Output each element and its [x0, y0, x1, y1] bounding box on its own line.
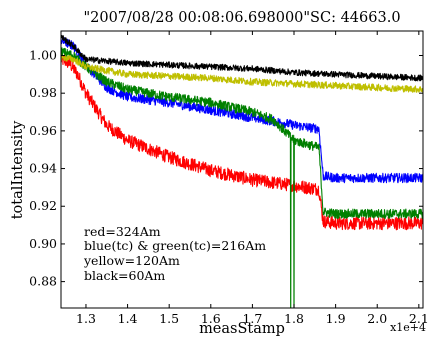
annotation-red: red=324Am: [84, 224, 161, 239]
x-axis-label: measStamp: [199, 321, 285, 337]
y-tick-label: 0.90: [29, 236, 57, 251]
y-tick-label: 0.94: [29, 161, 57, 176]
x-tick-label: 1.3: [76, 311, 96, 326]
annotation-blue-green: blue(tc) & green(tc)=216Am: [84, 238, 266, 253]
y-tick-label: 0.98: [29, 85, 57, 100]
series-line-4: [61, 34, 423, 82]
x-tick-label: 1.5: [159, 311, 179, 326]
y-tick-label: 0.96: [29, 123, 57, 138]
y-tick-label: 1.00: [29, 47, 57, 62]
series-line-2: [61, 47, 423, 308]
x-multiplier: x1e+4: [390, 321, 426, 334]
series-layer: [61, 34, 423, 308]
x-tick-label: 1.9: [326, 311, 346, 326]
y-axis-label: totalIntensity: [10, 120, 26, 219]
x-tick-label: 1.7: [242, 311, 262, 326]
x-tick-label: 2.1: [409, 311, 428, 326]
x-tick-label: 2.0: [367, 311, 387, 326]
y-tick-label: 0.92: [29, 198, 57, 213]
x-tick-label: 1.4: [118, 311, 138, 326]
x-tick-label: 1.6: [201, 311, 221, 326]
tick-layer: 1.3 1.4 1.5 1.6 1.7 1.8 1.9 2.0 2.1 0.88 0.90 0.92 0…: [29, 31, 428, 326]
chart-title: "2007/08/28 00:08:06.698000"SC: 44663.0: [83, 10, 400, 26]
annotation-block: red=324Am blue(tc) & green(tc)=216Am yel…: [83, 224, 266, 283]
annotation-yellow: yellow=120Am: [83, 253, 180, 268]
y-tick-label: 0.88: [29, 274, 57, 289]
plot-frame: [60, 30, 424, 309]
x-tick-label: 1.8: [284, 311, 304, 326]
series-line-0: [61, 52, 423, 231]
annotation-black: black=60Am: [84, 268, 165, 283]
series-line-3: [61, 54, 423, 93]
